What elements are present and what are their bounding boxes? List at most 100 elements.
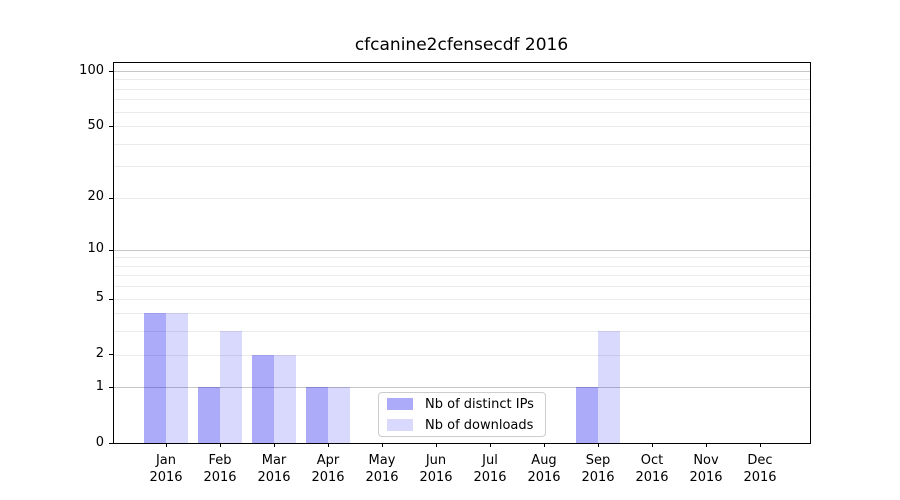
x-tick-label: May 2016: [352, 452, 412, 486]
y-tick-mark: [109, 387, 113, 388]
y-tick-mark: [109, 126, 113, 127]
x-tick-year: 2016: [257, 470, 291, 485]
x-tick-label: Oct 2016: [622, 452, 682, 486]
bar-downloads: [598, 331, 620, 443]
x-tick-mark: [274, 443, 275, 447]
legend-swatch-downloads: [387, 419, 413, 431]
top-spine: [113, 62, 811, 63]
x-tick-label: Jul 2016: [460, 452, 520, 486]
x-tick-year: 2016: [635, 470, 669, 485]
y-tick-label: 20: [87, 189, 104, 205]
x-tick-month: Sep: [585, 453, 611, 468]
major-gridline: [113, 249, 810, 251]
bar-distinct-ips: [144, 313, 166, 443]
minor-gridline: [113, 79, 810, 81]
minor-gridline: [113, 166, 810, 168]
x-tick-label: Dec 2016: [730, 452, 790, 486]
x-tick-year: 2016: [581, 470, 615, 485]
bar-distinct-ips: [252, 354, 274, 443]
x-tick-month: Jan: [155, 453, 177, 468]
y-tick-mark: [109, 354, 113, 355]
x-tick-label: Mar 2016: [244, 452, 304, 486]
x-tick-mark: [598, 443, 599, 447]
x-tick-mark: [436, 443, 437, 447]
x-tick-label: Jan 2016: [136, 452, 196, 486]
x-tick-label: Jun 2016: [406, 452, 466, 486]
y-tick-label: 50: [87, 117, 104, 133]
bar-downloads: [220, 331, 242, 443]
x-tick-label: Feb 2016: [190, 452, 250, 486]
x-tick-year: 2016: [473, 470, 507, 485]
minor-gridline: [113, 331, 810, 333]
minor-gridline: [113, 298, 810, 300]
legend-swatch-distinct-ips: [387, 398, 413, 410]
minor-gridline: [113, 354, 810, 356]
legend: Nb of distinct IPs Nb of downloads: [378, 392, 546, 437]
left-spine: [113, 62, 114, 444]
x-tick-year: 2016: [743, 470, 777, 485]
y-tick-label: 5: [95, 290, 104, 306]
x-tick-month: May: [368, 453, 396, 468]
minor-gridline: [113, 99, 810, 101]
y-tick-mark: [109, 299, 113, 300]
legend-entry-distinct-ips: Nb of distinct IPs: [379, 395, 545, 414]
y-tick-label: 2: [95, 346, 104, 361]
x-tick-month: Nov: [693, 453, 719, 468]
x-tick-mark: [760, 443, 761, 447]
x-tick-label: Sep 2016: [568, 452, 628, 486]
x-tick-mark: [652, 443, 653, 447]
x-tick-mark: [382, 443, 383, 447]
y-tick-label: 100: [79, 62, 104, 78]
x-tick-label: Apr 2016: [298, 452, 358, 486]
minor-gridline: [113, 313, 810, 315]
legend-entry-downloads: Nb of downloads: [379, 416, 545, 435]
y-tick-mark: [109, 250, 113, 251]
legend-label-downloads: Nb of downloads: [425, 417, 534, 433]
minor-gridline: [113, 197, 810, 199]
bar-distinct-ips: [198, 387, 220, 443]
x-tick-mark: [490, 443, 491, 447]
y-tick-mark: [109, 443, 113, 444]
minor-gridline: [113, 111, 810, 113]
right-spine: [810, 62, 811, 444]
x-tick-mark: [328, 443, 329, 447]
x-tick-year: 2016: [203, 470, 237, 485]
x-tick-month: Mar: [261, 453, 287, 468]
minor-gridline: [113, 88, 810, 90]
y-tick-mark: [109, 198, 113, 199]
x-tick-month: Jun: [425, 453, 447, 468]
x-tick-month: Dec: [747, 453, 773, 468]
y-tick-mark: [109, 71, 113, 72]
x-tick-year: 2016: [527, 470, 561, 485]
x-tick-month: Aug: [531, 453, 557, 468]
x-tick-month: Feb: [208, 453, 232, 468]
bar-downloads: [274, 354, 296, 443]
x-tick-month: Jul: [482, 453, 498, 468]
bar-distinct-ips: [576, 387, 598, 443]
x-tick-mark: [220, 443, 221, 447]
y-tick-label: 10: [87, 241, 104, 257]
chart-title: cfcanine2cfensecdf 2016: [354, 35, 569, 55]
minor-gridline: [113, 265, 810, 267]
x-tick-year: 2016: [689, 470, 723, 485]
x-tick-mark: [166, 443, 167, 447]
bar-distinct-ips: [306, 387, 328, 443]
plot-area: [113, 62, 810, 443]
minor-gridline: [113, 143, 810, 145]
x-tick-label: Nov 2016: [676, 452, 736, 486]
y-tick-label: 0: [95, 434, 104, 450]
x-tick-mark: [706, 443, 707, 447]
x-tick-mark: [544, 443, 545, 447]
minor-gridline: [113, 286, 810, 288]
bar-downloads: [328, 387, 350, 443]
x-tick-month: Apr: [316, 453, 340, 468]
x-tick-month: Oct: [640, 453, 664, 468]
x-tick-year: 2016: [149, 470, 183, 485]
major-gridline: [113, 71, 810, 72]
legend-label-distinct-ips: Nb of distinct IPs: [425, 396, 534, 412]
x-tick-year: 2016: [311, 470, 345, 485]
x-tick-year: 2016: [419, 470, 453, 485]
minor-gridline: [113, 126, 810, 128]
minor-gridline: [113, 275, 810, 277]
